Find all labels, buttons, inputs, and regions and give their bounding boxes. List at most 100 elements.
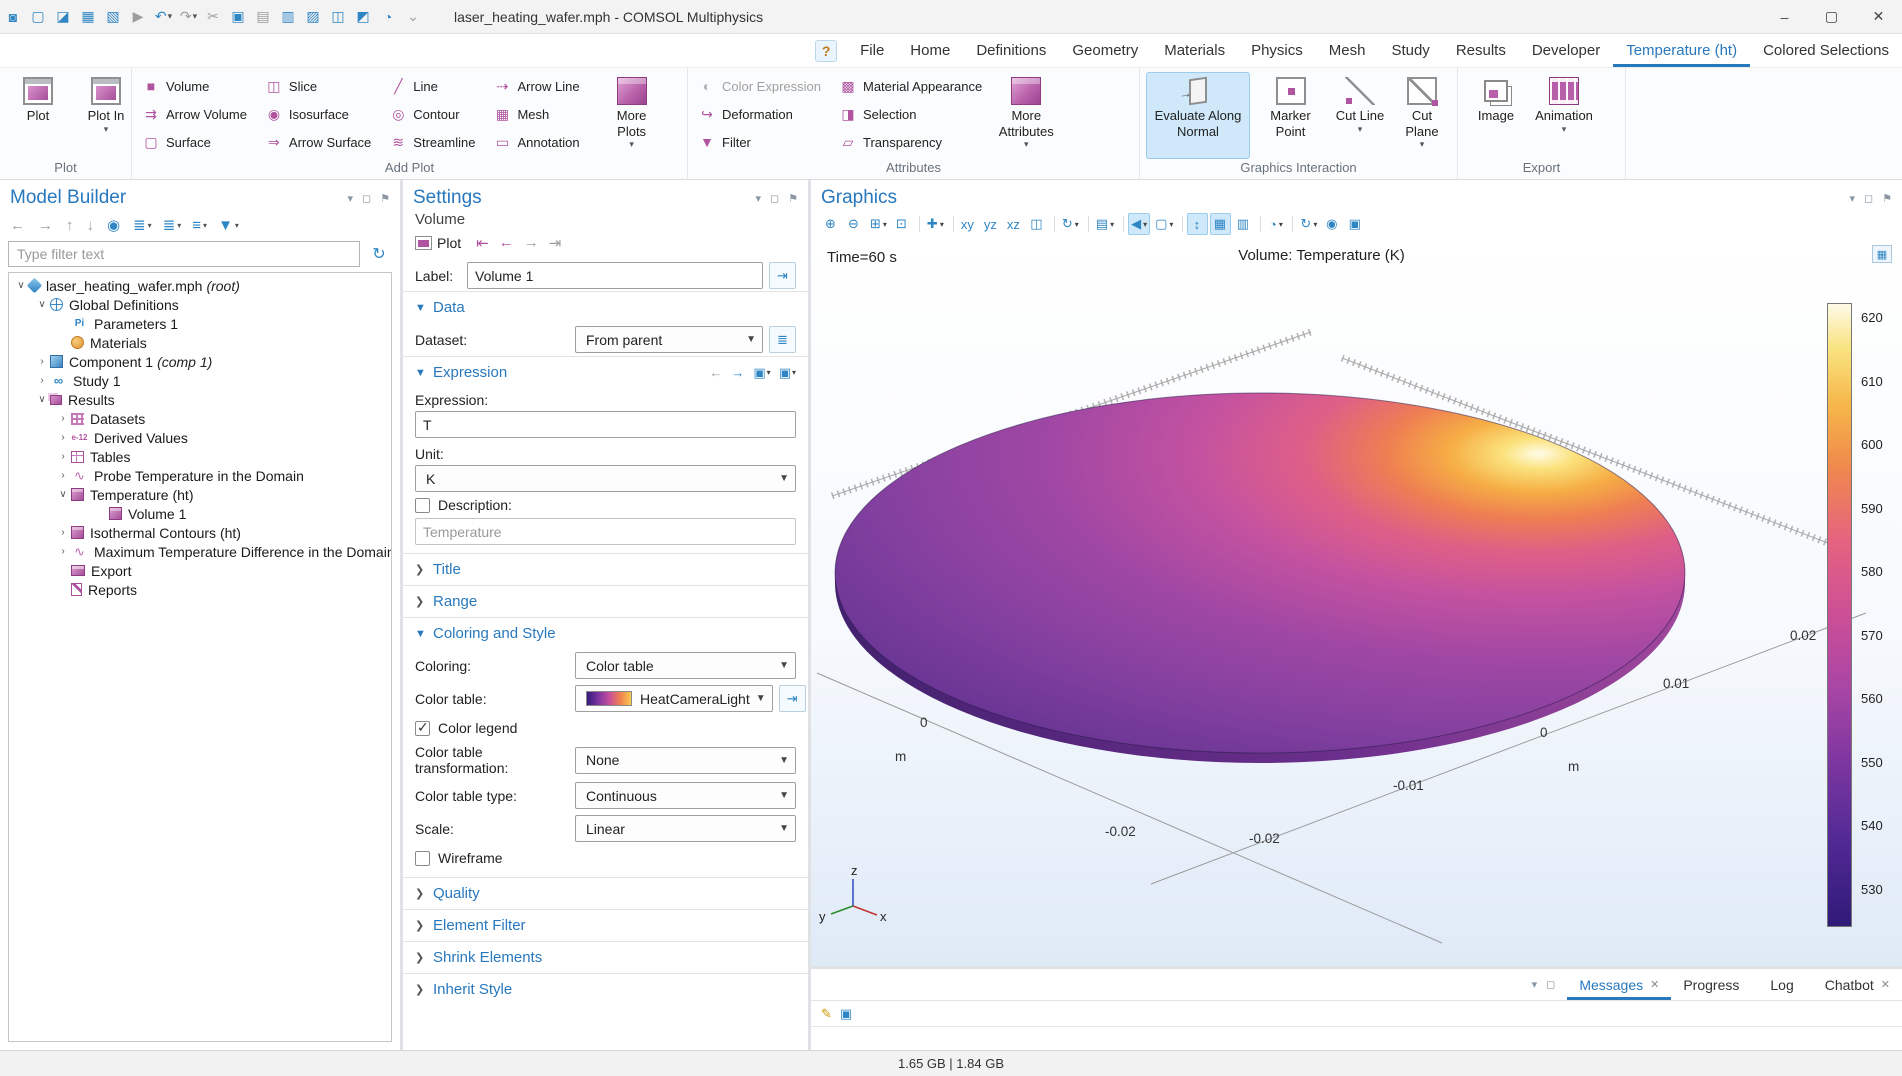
cut-button[interactable]: ✂ xyxy=(201,4,226,30)
expander-icon[interactable]: › xyxy=(55,527,71,538)
settings-plot-button[interactable]: Plot xyxy=(415,235,461,251)
tree-filter-input[interactable] xyxy=(8,241,360,267)
plot-data-table-icon[interactable]: ▥ xyxy=(1233,213,1254,235)
view-yz-icon[interactable]: yz xyxy=(981,213,1002,235)
tree-item-temperature-ht[interactable]: ∨ Temperature (ht) xyxy=(9,485,391,504)
tab-chatbot[interactable]: Chatbot ✕ xyxy=(1813,969,1902,1000)
view-xy-icon[interactable]: xy xyxy=(958,213,979,235)
rotate-icon[interactable]: ↻ ▾ xyxy=(1059,213,1082,235)
show-grid-icon[interactable]: ▦ xyxy=(1210,213,1231,235)
previous-expression-icon[interactable]: ← xyxy=(709,365,723,380)
scale-select[interactable]: Linear ▼ xyxy=(575,815,796,842)
select-box-button[interactable]: ◫ xyxy=(326,4,351,30)
move-down-icon[interactable]: ↓ xyxy=(87,217,97,234)
expander-icon[interactable]: ∨ xyxy=(55,489,71,500)
tree-item-component-1[interactable]: › Component 1 (comp 1) xyxy=(9,352,391,371)
first-plot-icon[interactable]: ⇤ xyxy=(476,234,489,252)
tree-item-max-temp-difference[interactable]: › Maximum Temperature Difference in the … xyxy=(9,542,391,561)
color-legend-checkbox[interactable] xyxy=(415,721,430,736)
tree-item-results[interactable]: ∨ Results xyxy=(9,390,391,409)
sep[interactable] xyxy=(1178,213,1185,235)
volume-button[interactable]: ■ Volume xyxy=(138,72,251,100)
sep[interactable] xyxy=(1084,213,1091,235)
expression-input[interactable] xyxy=(415,411,796,438)
tree-item-derived-values[interactable]: › Derived Values xyxy=(9,428,391,447)
float-icon[interactable]: ◻ xyxy=(1864,192,1873,205)
delete-button[interactable]: ▨ xyxy=(301,4,326,30)
tab-progress[interactable]: Progress xyxy=(1671,969,1758,1000)
filter-button[interactable]: ▼ Filter xyxy=(694,128,825,156)
coloring-select[interactable]: Color table ▼ xyxy=(575,652,796,679)
rename-icon[interactable]: ⇥ xyxy=(769,262,796,289)
line-button[interactable]: ╱ Line xyxy=(385,72,479,100)
tab-log[interactable]: Log xyxy=(1758,969,1812,1000)
pointer-icon[interactable]: ✎ xyxy=(821,1006,832,1022)
section-range[interactable]: ❯ Range xyxy=(403,585,808,617)
undo-button[interactable]: ↶ ▾ xyxy=(151,4,176,30)
menu-tab-temperature-ht[interactable]: Temperature (ht) xyxy=(1613,34,1750,67)
wireframe-checkbox[interactable] xyxy=(415,851,430,866)
customize-toolbar-button[interactable]: ⌄ xyxy=(401,4,426,30)
tree-item-tables[interactable]: › Tables xyxy=(9,447,391,466)
tree-item-probe-temperature[interactable]: › Probe Temperature in the Domain xyxy=(9,466,391,485)
section-inherit-style[interactable]: ❯ Inherit Style xyxy=(403,973,808,1005)
more-attributes-button[interactable]: More Attributes ▾ xyxy=(994,72,1058,153)
sep[interactable] xyxy=(1050,213,1057,235)
go-to-default-view-icon[interactable]: ✚ ▾ xyxy=(924,213,947,235)
section-element-filter[interactable]: ❯ Element Filter xyxy=(403,909,808,941)
section-quality[interactable]: ❯ Quality xyxy=(403,877,808,909)
section-expression[interactable]: ▼ Expression ← → xyxy=(403,356,808,388)
material-appearance-button[interactable]: ▩ Material Appearance xyxy=(835,72,986,100)
description-checkbox[interactable] xyxy=(415,498,430,513)
go-to-source-icon[interactable]: ≣ xyxy=(769,326,796,353)
menu-tab-file[interactable]: File xyxy=(847,34,897,67)
section-shrink-elements[interactable]: ❯ Shrink Elements xyxy=(403,941,808,973)
section-title[interactable]: ❯ Title xyxy=(403,553,808,585)
plot-in-button[interactable]: Plot In ▾ xyxy=(74,72,138,159)
expander-icon[interactable]: › xyxy=(34,375,50,386)
sep[interactable] xyxy=(949,213,956,235)
pick-select-button[interactable]: ◩ xyxy=(351,4,376,30)
sound-icon[interactable]: ◀ ▾ xyxy=(1128,213,1150,235)
color-table-type-select[interactable]: Continuous ▼ xyxy=(575,782,796,809)
tree-item-export[interactable]: Export xyxy=(9,561,391,580)
expander-icon[interactable]: › xyxy=(55,546,71,557)
graphics-canvas[interactable]: z x y Time=60 s Volume: Temperature (K) … xyxy=(811,239,1902,966)
transparency-button[interactable]: ▱ Transparency xyxy=(835,128,986,156)
open-file-button[interactable]: ◪ xyxy=(51,4,76,30)
expander-icon[interactable]: › xyxy=(55,451,71,462)
cut-line-button[interactable]: Cut Line ▾ xyxy=(1331,72,1389,159)
menu-tab-home[interactable]: Home xyxy=(897,34,963,67)
mesh-button[interactable]: ▦ Mesh xyxy=(489,100,583,128)
snapshot-camera-icon[interactable]: ◉ xyxy=(1322,213,1343,235)
refresh-icon[interactable]: ↻ xyxy=(366,241,392,267)
pin-icon[interactable]: ⚑ xyxy=(788,192,798,205)
save-as-button[interactable]: ▧ xyxy=(101,4,126,30)
zoom-extents-icon[interactable]: ⊡ xyxy=(892,213,913,235)
add-color-table-icon[interactable]: ⇥ xyxy=(779,685,806,712)
zoom-in-icon[interactable]: ⊕ xyxy=(821,213,842,235)
insert-expression-icon[interactable]: ▣ ▾ xyxy=(753,365,770,381)
slice-button[interactable]: ◫ Slice xyxy=(261,72,375,100)
zoom-out-icon[interactable]: ⊖ xyxy=(844,213,865,235)
messages-content[interactable] xyxy=(811,1027,1902,1050)
sep[interactable] xyxy=(1288,213,1295,235)
expand-all-icon[interactable]: ≣ ▾ xyxy=(163,216,182,234)
scene-light-icon[interactable]: ▤ ▾ xyxy=(1093,213,1117,235)
chevron-down-icon[interactable]: ▾ xyxy=(347,192,353,205)
menu-tab-geometry[interactable]: Geometry xyxy=(1059,34,1151,67)
tree-item-parameters-1[interactable]: Parameters 1 xyxy=(9,314,391,333)
show-axes-icon[interactable]: ↕ xyxy=(1187,213,1208,235)
tree-item-datasets[interactable]: › Datasets xyxy=(9,409,391,428)
new-file-button[interactable]: ▢ xyxy=(26,4,51,30)
chevron-down-icon[interactable]: ▾ xyxy=(755,192,761,205)
next-plot-icon[interactable]: → xyxy=(524,234,539,252)
surface-button[interactable]: ▢ Surface xyxy=(138,128,251,156)
plot-settings-icon[interactable]: ▦ xyxy=(1872,245,1892,263)
model-filter-icon[interactable]: ▼ ▾ xyxy=(218,217,239,234)
dataset-select[interactable]: From parent ▼ xyxy=(575,326,763,353)
menu-tab-results[interactable]: Results xyxy=(1443,34,1519,67)
unit-select[interactable]: K ▼ xyxy=(415,465,796,492)
menu-tab-physics[interactable]: Physics xyxy=(1238,34,1316,67)
next-expression-icon[interactable]: → xyxy=(731,365,745,380)
